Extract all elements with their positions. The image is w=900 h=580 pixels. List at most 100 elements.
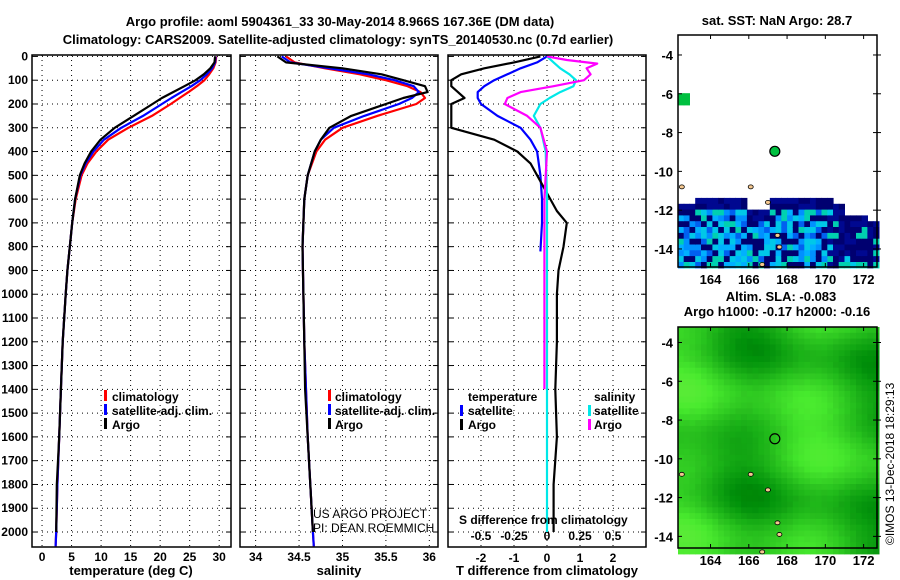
map-cell [758,361,765,369]
map-cell [838,327,845,334]
map-cell [695,507,702,514]
map-cell [838,507,845,514]
map-cell [856,454,863,462]
map-cell [729,256,736,263]
map-cell [758,489,765,497]
map-cell [741,425,748,433]
map-cell [838,524,845,532]
map-cell [678,420,685,427]
map-cell [792,478,800,485]
map-cell [678,408,685,415]
legend-s-satellite: satellite [594,404,639,418]
legend-swatch-satellite [104,404,107,415]
map-cell [706,338,713,345]
map-cell [769,495,777,503]
map-cell [769,425,777,433]
map-cell [787,425,794,433]
map-cell [838,536,845,543]
map-cell [701,507,708,514]
map-cell [769,513,777,520]
map-cell [729,373,736,380]
map-cell [729,361,736,369]
map-cell [712,460,719,468]
map-cell [821,472,828,479]
map-cell [787,460,794,468]
map-cell [678,367,685,375]
map-cell [706,466,713,473]
map-cell [706,238,713,246]
map-cell [792,518,800,526]
map-cell [752,238,759,246]
map-cell [844,373,851,380]
map-cell [695,501,702,508]
map-cell [827,460,834,468]
map-cell [821,542,828,549]
map-cell [712,425,719,433]
map-cell [821,518,828,526]
map-cell [838,209,845,216]
map-cell [752,256,759,263]
map-cell [723,402,731,409]
map-cell [683,391,690,398]
map-cell [798,244,805,251]
map-cell [781,414,788,421]
legend-swatch-climatology [104,390,107,401]
map-cell [810,402,817,409]
map-cell [787,262,794,269]
legend-argo: Argo [112,418,140,432]
map-cell [792,361,800,369]
map-cell [764,361,771,369]
map-cell [712,548,719,555]
map-cell [741,431,748,439]
map-cell [695,518,702,526]
map-cell [833,437,840,444]
map-cell [775,402,782,409]
map-cell [861,391,868,398]
map-cell [792,338,800,345]
x-tick-label: 35.5 [374,550,398,564]
map-cell [695,454,702,462]
map-cell [729,402,736,409]
map-cell [804,472,811,479]
map-cell [850,391,857,398]
map-cell [781,238,788,246]
map-frame [677,34,878,268]
map-cell [844,262,851,269]
map-cell [752,396,759,404]
map-cell [735,518,742,526]
map-cell [729,338,736,345]
map-cell [695,513,702,520]
map-cell [752,542,759,549]
map-cell [856,244,863,251]
sla-map-panel: 164 166 168 170 172-4-6-8-10-12-14 [654,326,881,568]
map-cell [764,338,771,345]
map-cell [741,244,748,251]
map-cell [706,478,713,485]
temperature-panel: 0100200300400500600700800900100011001200… [1,49,232,564]
map-cell [833,244,840,251]
map-cell [678,244,685,251]
map-cell [804,507,811,514]
map-cell [787,356,794,363]
map-cell [769,356,777,363]
map-cell [775,542,782,549]
map-cell [741,338,748,345]
map-cell [741,350,748,357]
map-cell [815,373,823,380]
map-cell [752,391,759,398]
map-cell [798,437,805,444]
map-cell [787,472,794,479]
map-cell [683,420,690,427]
map-cell [746,484,754,491]
map-cell [798,524,805,532]
map-cell [844,518,851,526]
map-cell [815,338,823,345]
map-cell [787,542,794,549]
map-cell [815,256,823,263]
map-cell [769,262,777,269]
map-cell [741,472,748,479]
map-cell [706,367,713,375]
map-cell [683,478,690,485]
island [774,520,781,526]
